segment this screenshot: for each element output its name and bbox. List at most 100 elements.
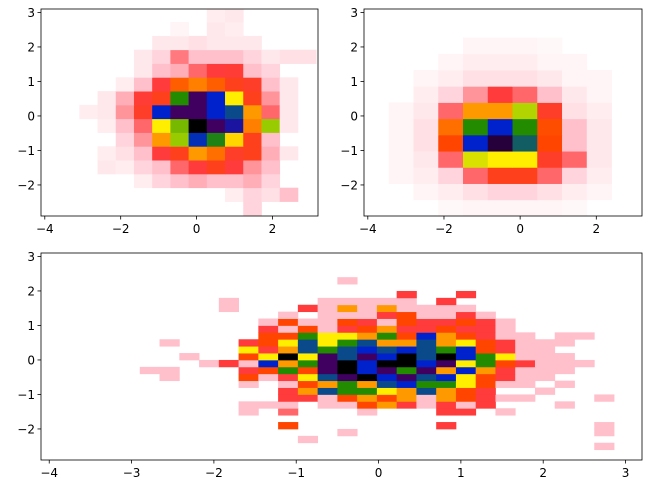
hist2d-bin	[487, 53, 513, 71]
hist2d-bin	[188, 91, 208, 106]
hist2d-bin	[261, 173, 281, 189]
hist2d-bin	[337, 353, 358, 361]
hist2d-bin	[159, 366, 180, 375]
hist2d-bin	[97, 104, 117, 120]
hist2d-bin	[438, 134, 464, 152]
hist2d-bin	[279, 77, 299, 92]
hist2d-bin	[243, 118, 262, 133]
hist2d-bin	[278, 339, 299, 347]
hist2d-bin	[317, 394, 338, 402]
hist2d-bin	[413, 70, 439, 87]
hist2d-bin	[463, 118, 489, 136]
hist2d-bin	[243, 201, 262, 216]
hist2d-bin	[534, 359, 556, 368]
hist2d-bin	[337, 332, 358, 340]
axes-frame	[40, 252, 643, 461]
hist2d-bin	[133, 146, 153, 161]
hist2d-bin	[396, 311, 417, 319]
hist2d-bin	[206, 77, 226, 92]
hist2d-bin	[357, 325, 378, 333]
hist2d-bin	[159, 373, 180, 382]
hist2d-bin	[495, 359, 516, 368]
hist2d-bin	[376, 401, 398, 409]
hist2d-bin	[238, 380, 259, 388]
hist2d-bin	[337, 277, 358, 285]
hist2d-bin	[357, 353, 378, 361]
hist2d-bin	[218, 297, 239, 306]
hist2d-bin	[243, 104, 262, 120]
hist2d-bin	[337, 325, 358, 333]
hist2d-bin	[278, 332, 299, 340]
hist2d-bin	[396, 366, 417, 375]
hist2d-bin	[279, 146, 299, 161]
hist2d-bin	[297, 318, 319, 326]
hist2d-bin	[243, 160, 262, 175]
hist2d-bin	[357, 359, 378, 368]
hist2d-bin	[317, 366, 338, 375]
hist2d-bin	[438, 70, 464, 87]
hist2d-bin	[413, 151, 439, 168]
hist2d-bin	[261, 146, 281, 161]
hist2d-bin	[416, 339, 437, 347]
hist2d-bin	[512, 118, 538, 136]
hist2d-bin	[416, 311, 437, 319]
hist2d-bin	[297, 394, 319, 402]
hist2d-bin	[594, 442, 615, 451]
hist2d-bin	[416, 318, 437, 326]
hist2d-bin	[357, 373, 378, 382]
hist2d-bin	[416, 373, 437, 382]
hist2d-bin	[416, 346, 437, 354]
hist2d-bin	[243, 49, 262, 64]
hist2d-bin	[413, 183, 439, 201]
hist2d-bin	[495, 325, 516, 333]
hist2d-bin	[487, 183, 513, 201]
hist2d-bin	[261, 63, 281, 78]
hist2d-bin	[133, 49, 153, 64]
axes-frame	[363, 8, 643, 217]
hist2d-bin	[562, 86, 588, 103]
hist2d-bin	[455, 290, 477, 299]
y-tick-label: −2	[17, 422, 35, 436]
hist2d-bin	[152, 173, 171, 189]
hist2d-bin	[416, 366, 437, 375]
hist2d-bin	[594, 428, 615, 437]
hist2d-bin	[238, 359, 259, 368]
hist2d-bin	[495, 373, 516, 382]
hist2d-bin	[455, 401, 477, 409]
hist2d-bin	[562, 151, 588, 168]
hist2d-bin	[278, 366, 299, 375]
hist2d-bin	[152, 63, 171, 78]
hist2d-bin	[512, 199, 538, 216]
hist2d-bin	[376, 394, 398, 402]
hist2d-bin	[554, 353, 575, 361]
hist2d-bin	[376, 373, 398, 382]
hist2d-bin	[495, 318, 516, 326]
hist2d-bin	[170, 77, 189, 92]
hist2d-bin	[388, 102, 414, 120]
hist2d-bin	[206, 146, 226, 161]
hist2d-bin	[258, 359, 279, 368]
x-tick-label: 0	[375, 466, 383, 480]
x-tick-label: −4	[36, 222, 54, 236]
hist2d-bin	[225, 187, 244, 202]
hist2d-bin	[487, 118, 513, 136]
hist2d-bin	[487, 134, 513, 152]
hist2d-bin	[97, 91, 117, 106]
hist2d-bin	[376, 297, 398, 306]
hist2d-bin	[512, 53, 538, 71]
hist2d-bin	[396, 304, 417, 313]
y-tick-label: −1	[17, 388, 35, 402]
hist2d-bin	[512, 167, 538, 184]
hist2d-bin	[258, 373, 279, 382]
y-tick-label: 1	[27, 319, 35, 333]
x-tick-label: 0	[193, 222, 201, 236]
hist2d-bin	[297, 332, 319, 340]
hist2d-bin	[133, 132, 153, 147]
hist2d-bin	[97, 118, 117, 133]
hist2d-bin	[495, 339, 516, 347]
hist2d-bin	[396, 318, 417, 326]
hist2d-bin	[515, 332, 536, 340]
hist2d-bin	[317, 297, 338, 306]
hist2d-bin	[515, 353, 536, 361]
hist2d-bin	[337, 318, 358, 326]
